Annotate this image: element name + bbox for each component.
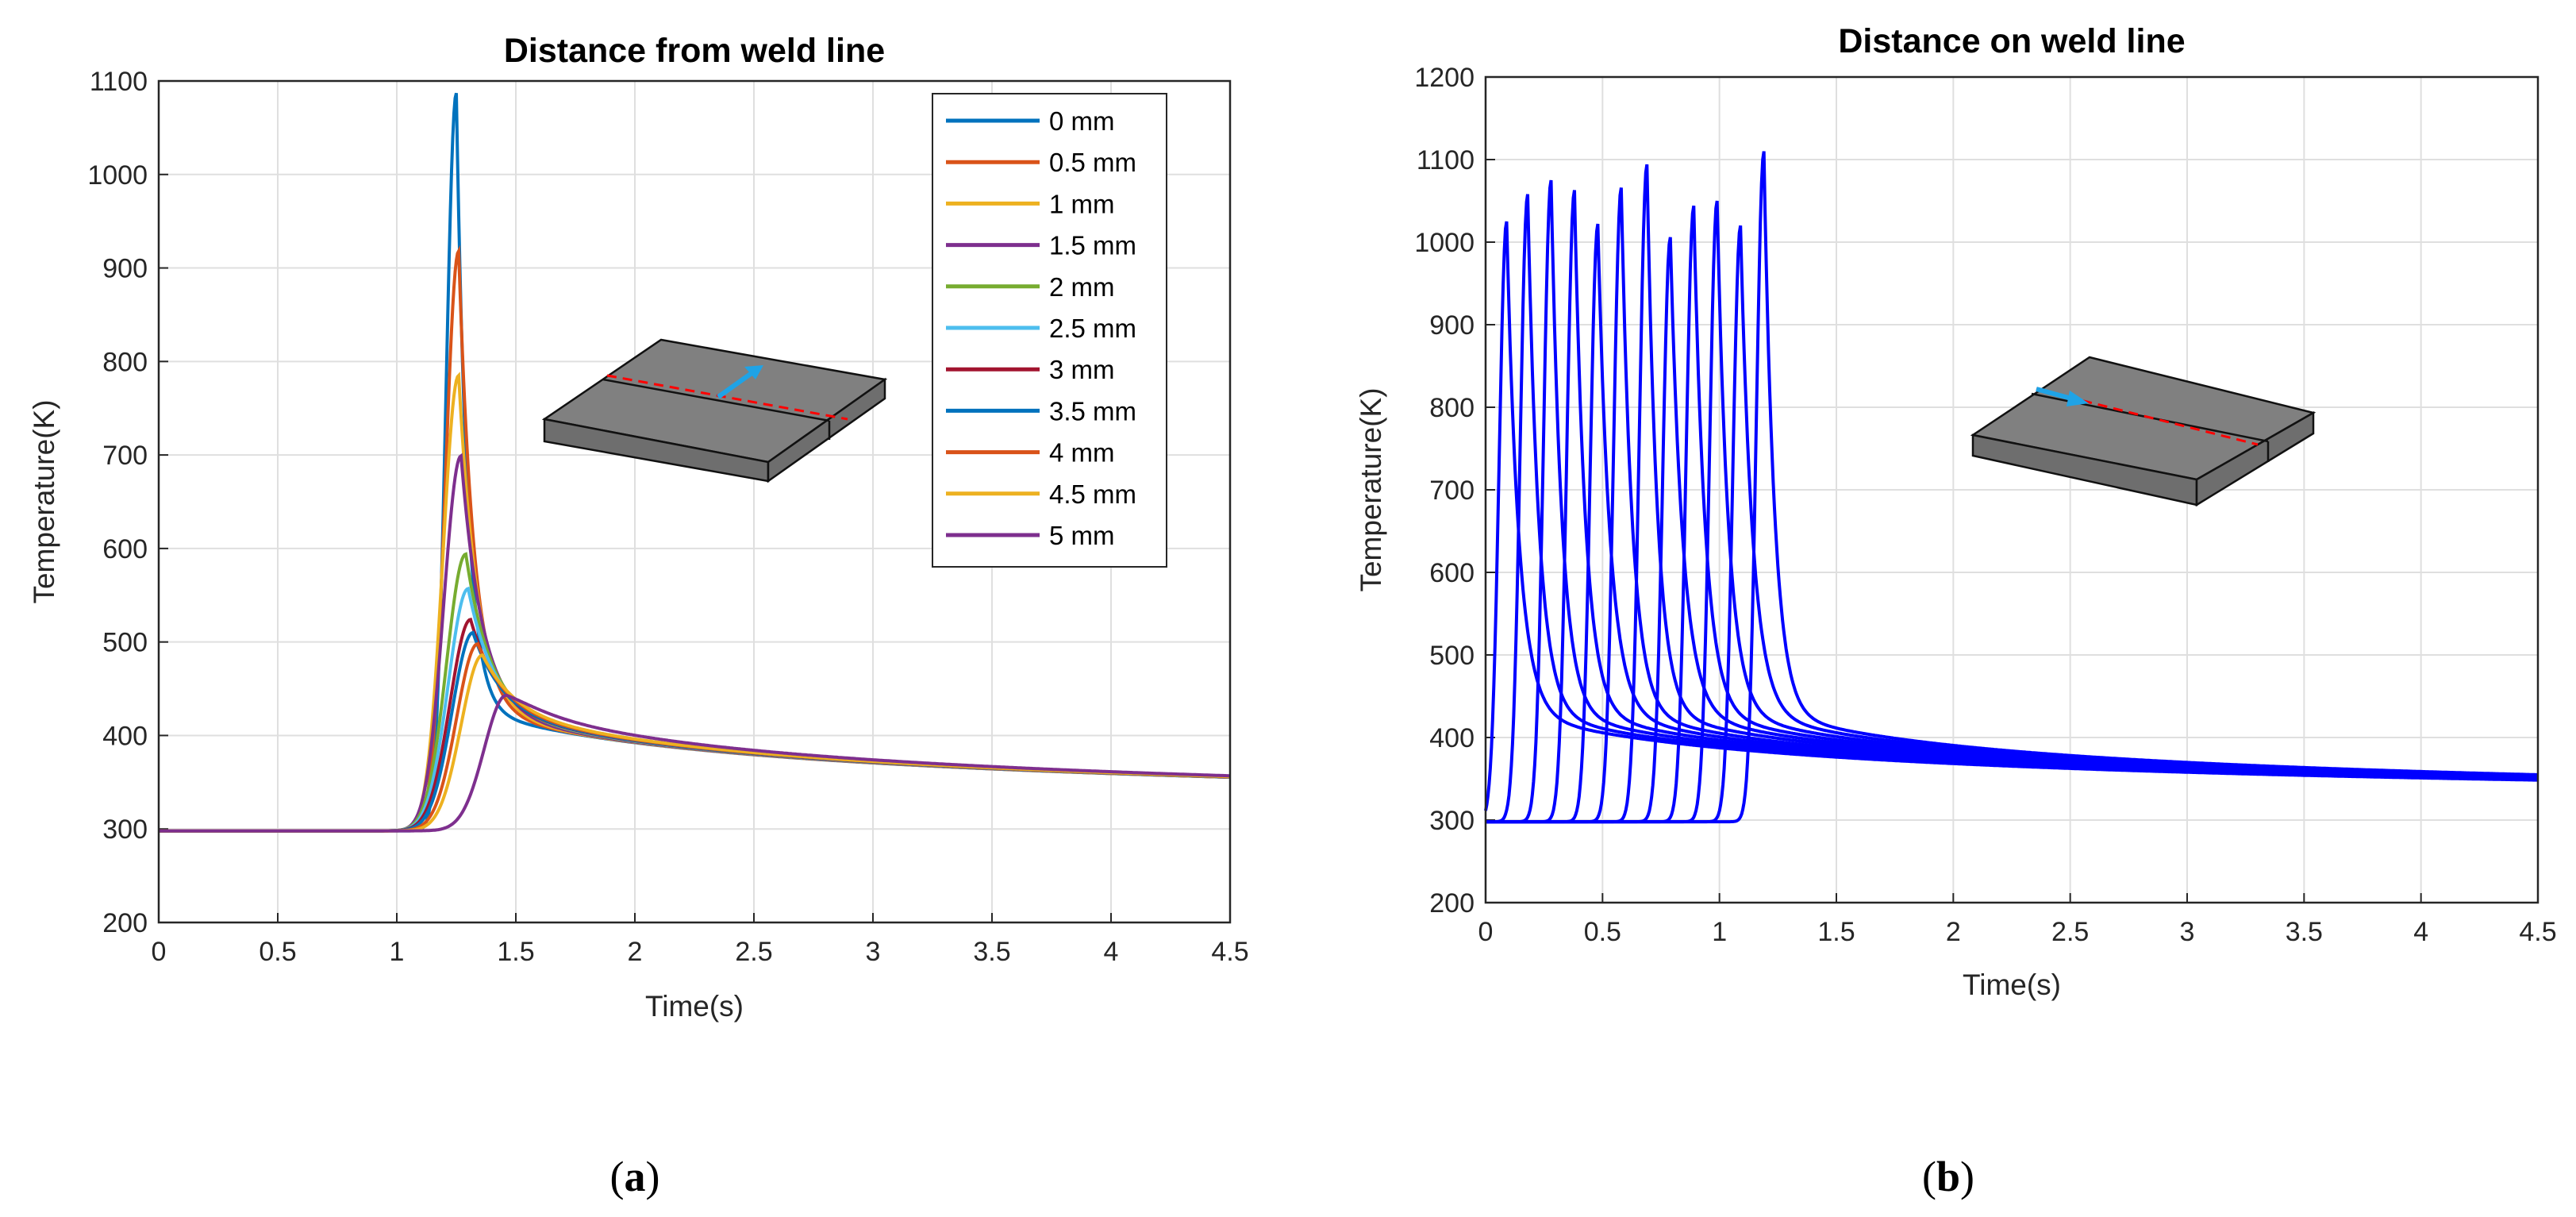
tick-labels-b: 0 0.5 1 1.5 2 2.5 3 3.5 4 4.5 200 300 400 500 600 700 80… [1414,63,2556,947]
x-tick-label: 1.5 [1817,917,1855,947]
heat-direction-arrow-a [717,369,755,399]
x-tick-label: 4.5 [2519,917,2556,947]
legend-entry-label: 3.5 mm [1049,396,1136,426]
x-tick-label: 4.5 [1211,937,1248,967]
tick-labels-a: 0 0.5 1 1.5 2 2.5 3 3.5 4 4.5 200 300 400 500 600 700 80… [87,67,1248,967]
x-tick-label: 0.5 [259,937,296,967]
plate-side-b [2195,410,2315,507]
y-tick-label: 900 [102,254,148,284]
x-tick-label: 2 [628,937,643,967]
chart-title-b: Distance on weld line [1838,22,2185,60]
y-tick-label: 600 [1429,558,1474,588]
x-tick-label: 4 [1104,937,1119,967]
axes-box-a [157,79,1232,924]
y-tick-label: 1100 [90,67,148,97]
y-tick-label: 500 [1429,641,1474,671]
legend-entry-label: 1 mm [1049,189,1115,218]
arrow-head-b [2067,391,2089,406]
y-tick-label: 1000 [87,160,148,191]
x-tick-label: 0 [152,937,167,967]
legend-entry-label: 2.5 mm [1049,314,1136,343]
y-tick-label: 800 [1429,393,1474,423]
panel-caption-a: (a) [610,1153,660,1200]
y-tick-label: 1200 [1414,63,1474,93]
x-tick-label: 2 [1946,917,1961,947]
panel-caption-b: (b) [1922,1153,1974,1200]
axes-box-b [1484,75,2539,904]
legend-entry-label: 5 mm [1049,521,1115,550]
weld-point-curve-12 [1486,151,2538,824]
legend-box-a [932,93,1167,568]
panel-b: 0 0.5 1 1.5 2 2.5 3 3.5 4 4.5 200 300 400 500 600 700 80… [1355,22,2557,1001]
panel-caption-b-letter: b [1936,1153,1960,1200]
x-tick-label: 2.5 [2051,917,2089,947]
weld-seam-a [602,378,830,422]
x-tick-label: 3 [866,937,881,967]
legend-entry-label: 2 mm [1049,272,1115,302]
weld-plate-diagram-a [541,338,888,483]
x-tick-label: 0 [1478,917,1494,947]
x-tick-label: 1 [390,937,405,967]
arrow-head-a [744,365,763,379]
legend-entry-label: 0.5 mm [1049,148,1136,177]
series-line-5-mm [159,693,1230,833]
y-tick-label: 700 [1429,476,1474,506]
chart-title-a: Distance from weld line [504,32,885,70]
x-tick-label: 1 [1712,917,1727,947]
x-axis-label-a: Time(s) [645,990,744,1023]
legend-entry-label: 3 mm [1049,355,1115,384]
x-tick-label: 3.5 [973,937,1010,967]
y-tick-label: 300 [1429,806,1474,836]
y-tick-label: 1000 [1414,228,1474,258]
y-axis-label-a: Temperature(K) [28,399,60,603]
series-lines-a [159,92,1231,833]
x-tick-label: 2.5 [735,937,772,967]
plate-side-a [767,377,886,483]
legend-entry-label: 4.5 mm [1049,479,1136,509]
legend-a: 0 mm 0.5 mm 1 mm 1.5 mm 2 mm 2.5 mm 3 mm 3.5 mm… [932,93,1167,568]
y-tick-label: 400 [102,721,148,751]
series-lines-b [1484,151,2539,824]
y-tick-label: 600 [102,534,148,564]
weld-plate-diagram-b [1970,356,2316,507]
x-tick-label: 3 [2180,917,2195,947]
y-tick-label: 1100 [1417,145,1474,175]
y-tick-label: 900 [1429,310,1474,341]
y-tick-label: 700 [102,441,148,471]
heat-direction-arrow-b [2036,387,2072,401]
x-tick-label: 4 [2413,917,2428,947]
x-axis-label-b: Time(s) [1963,969,2061,1001]
panel-caption-a-letter: a [625,1153,646,1200]
y-tick-label: 200 [102,908,148,938]
y-tick-label: 200 [1429,888,1474,919]
legend-entry-label: 4 mm [1049,438,1115,468]
panel-a: 0 0.5 1 1.5 2 2.5 3 3.5 4 4.5 200 300 400 500 600 700 80… [28,32,1249,1023]
y-tick-label: 300 [102,815,148,845]
weld-path-line-a [606,374,848,421]
legend-entry-label: 0 mm [1049,106,1115,136]
y-tick-label: 800 [102,347,148,377]
y-tick-label: 500 [102,628,148,658]
y-tick-label: 400 [1429,723,1474,753]
x-tick-label: 3.5 [2286,917,2323,947]
y-axis-label-b: Temperature(K) [1355,387,1387,591]
x-tick-label: 0.5 [1584,917,1621,947]
legend-entry-label: 1.5 mm [1049,231,1136,260]
x-tick-label: 1.5 [497,937,534,967]
